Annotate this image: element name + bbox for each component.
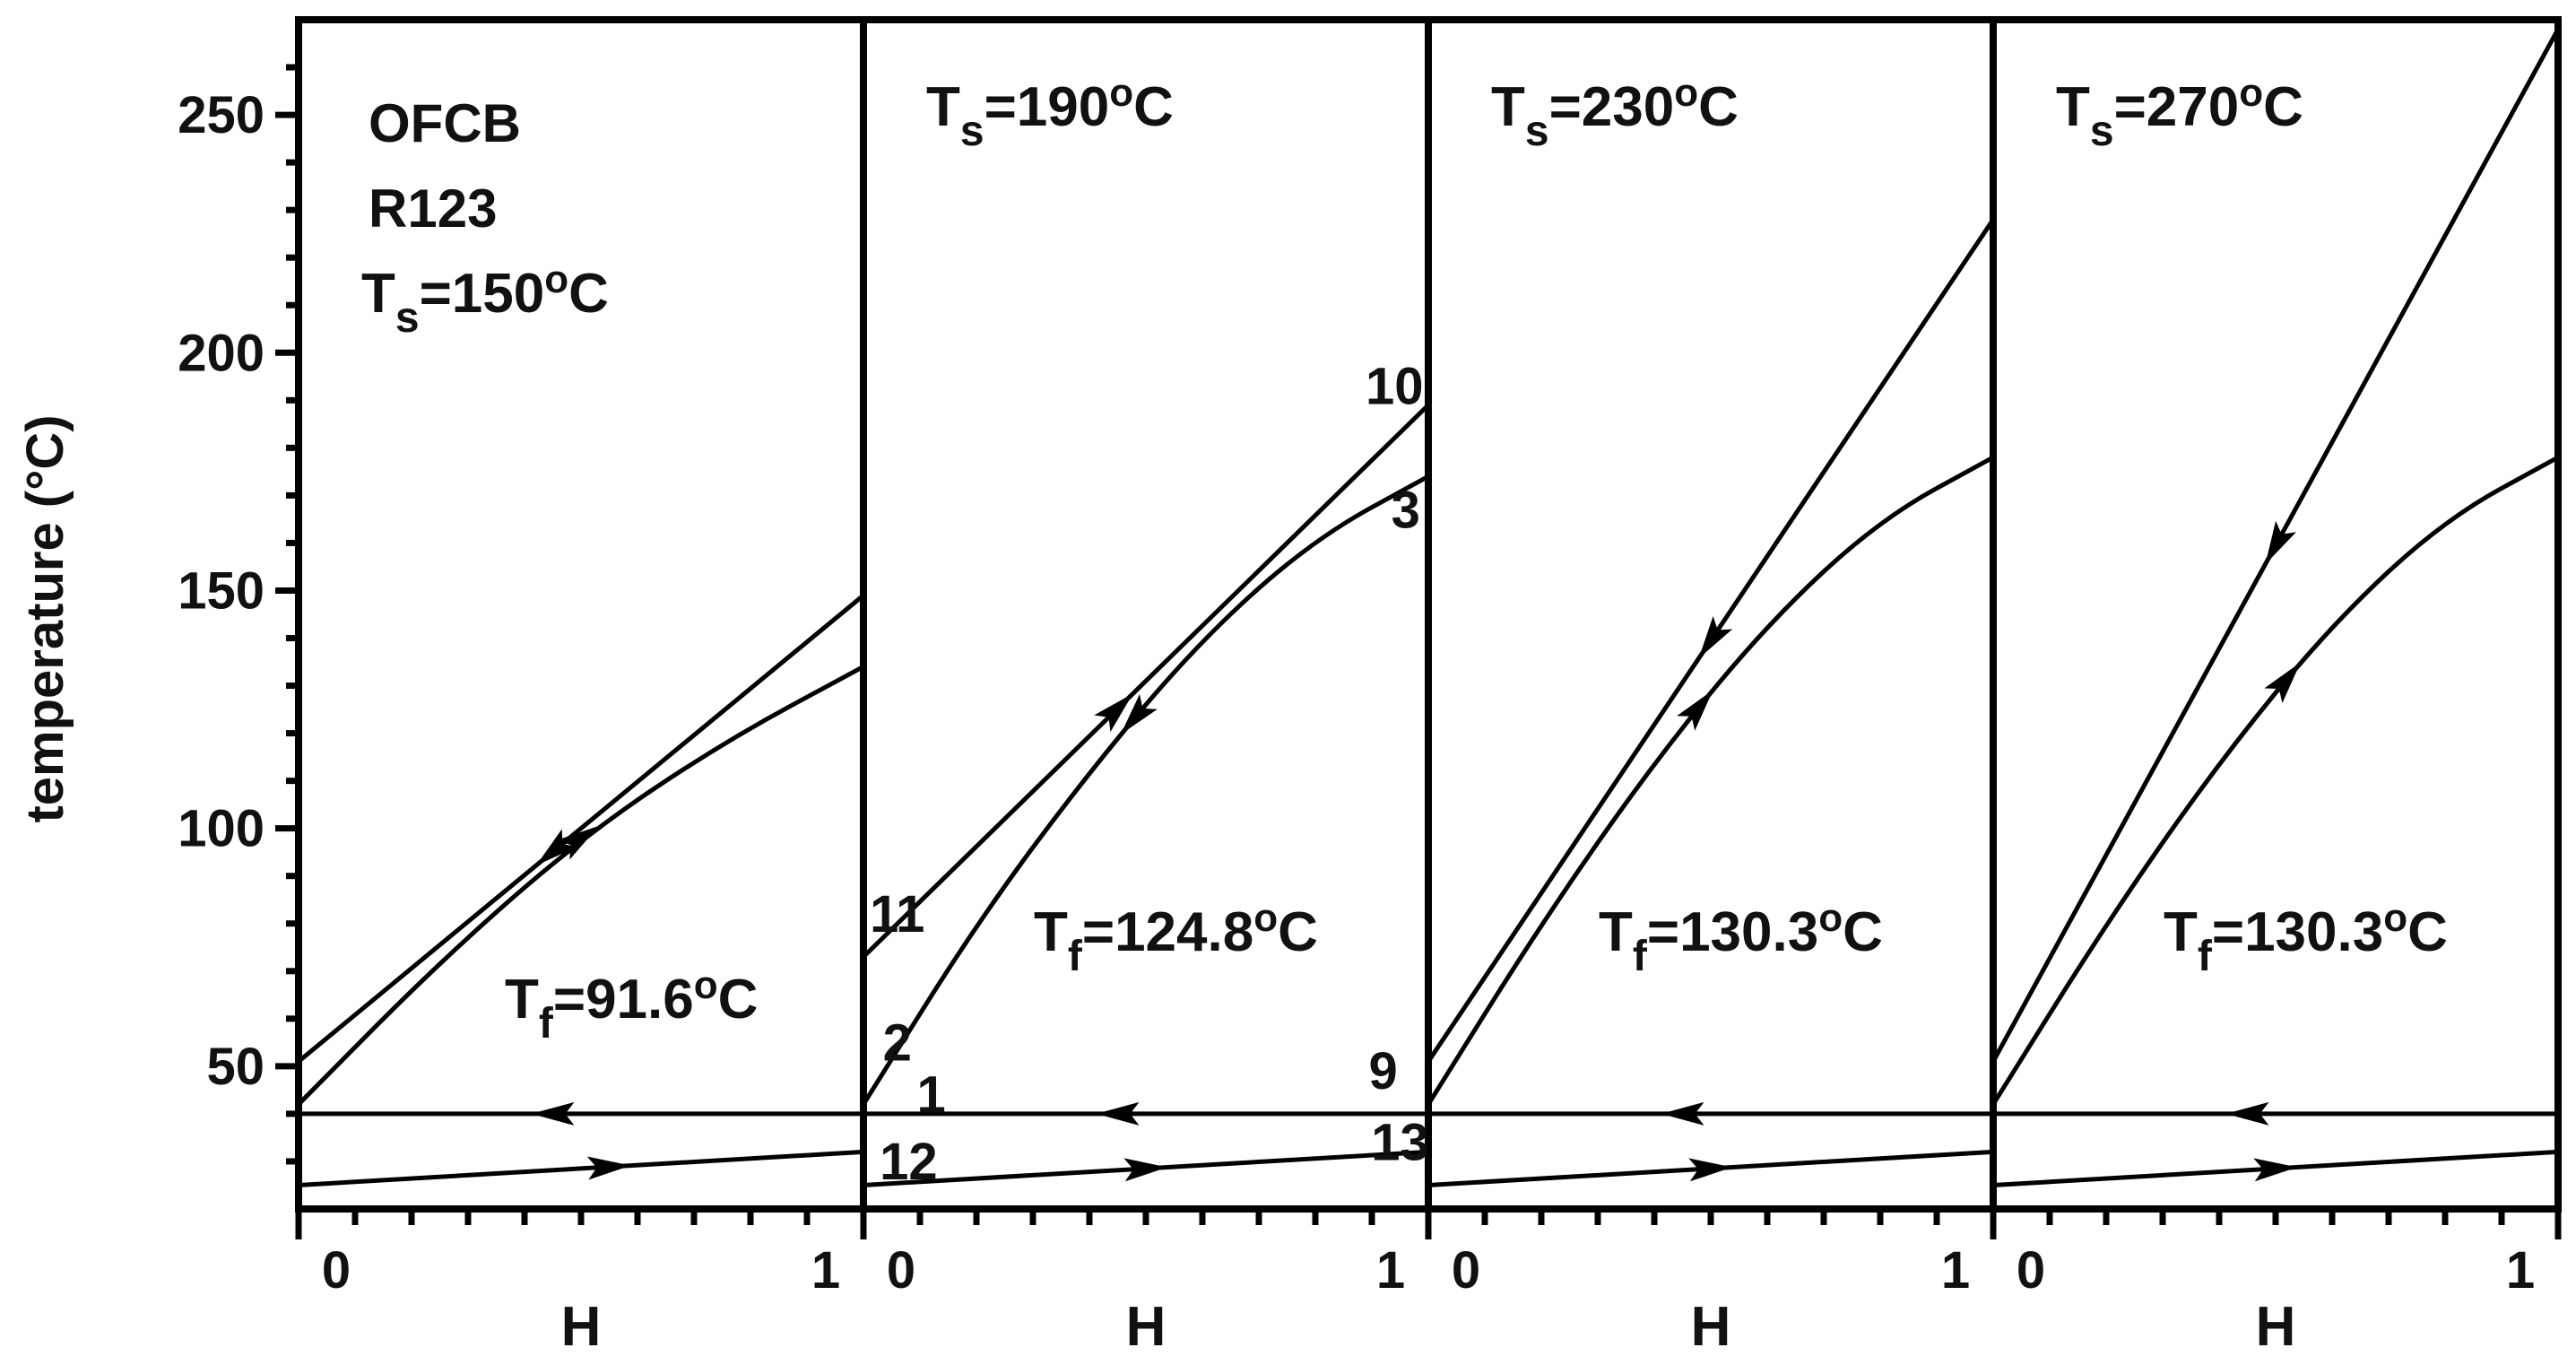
arrow-head-shape (556, 825, 599, 860)
x-tick-label: 0 (2017, 1241, 2045, 1300)
point-label: 11 (870, 885, 924, 943)
y-tick-label: 150 (178, 561, 265, 620)
point-label: 2 (883, 1013, 912, 1072)
arrow-head-shape (2225, 1101, 2269, 1126)
tf-label: Tf=91.6oC (505, 963, 758, 1048)
point-label: 13 (1371, 1114, 1429, 1172)
point-label: 10 (1366, 357, 1424, 415)
x-tick-label: 0 (322, 1241, 351, 1300)
arrow-head-shape (1120, 693, 1158, 735)
series-layer (297, 28, 2561, 1187)
arrow-head-shape (535, 829, 577, 865)
arrow-head-shape (1123, 1158, 1167, 1182)
arrow-head (2253, 1158, 2297, 1182)
arrow-head-shape (1094, 693, 1133, 733)
y-tick-label: 50 (206, 1038, 265, 1096)
arrow-head-shape (2264, 662, 2301, 703)
point-label: 3 (1392, 481, 1420, 539)
series-line (1426, 455, 1995, 1106)
tf-label: Tf=130.3oC (1599, 896, 1883, 980)
arrow-head (1661, 1101, 1704, 1126)
ts-label: Ts=230oC (1491, 71, 1739, 155)
x-tick-label: 1 (1376, 1241, 1405, 1300)
point-label: 9 (1368, 1042, 1397, 1100)
arrow-head (1123, 1158, 1167, 1182)
arrow-head-shape (1688, 1158, 1732, 1182)
ts-label: Ts=190oC (926, 71, 1174, 155)
arrow-head (535, 829, 577, 865)
y-tick-label: 250 (178, 86, 265, 144)
arrow-head (1688, 1158, 1732, 1182)
arrow-head (2225, 1101, 2269, 1126)
arrow-head (2265, 520, 2296, 565)
y-tick-label: 100 (178, 800, 265, 858)
panel-title-line: OFCB (369, 93, 521, 153)
panel-title-line: R123 (369, 178, 497, 239)
arrow-head (1677, 690, 1713, 731)
arrow-head-shape (586, 1156, 631, 1180)
ts-label: Ts=150oC (361, 257, 609, 342)
panel-frame-3 (1425, 16, 1997, 1213)
tf-label: Tf=130.3oC (2164, 896, 2448, 980)
series-line (862, 403, 1430, 959)
arrow-head (1096, 1101, 1140, 1126)
x-axis-label: H (2256, 1296, 2296, 1358)
arrow-head-shape (2253, 1158, 2297, 1182)
arrow-head (1094, 693, 1133, 733)
series-line (297, 593, 865, 1064)
panel-frame-4 (1990, 16, 2562, 1213)
ts-label: Ts=270oC (2056, 71, 2303, 155)
arrow-head-shape (1698, 615, 1733, 659)
x-tick-label: 1 (2506, 1241, 2535, 1300)
panel-frame-2 (860, 16, 1432, 1213)
series-line (297, 665, 865, 1107)
arrow-head-shape (531, 1101, 575, 1126)
x-axis-label: H (1691, 1296, 1731, 1358)
series-line (861, 474, 1430, 1106)
point-label: 12 (880, 1133, 938, 1191)
tf-label: Tf=124.8oC (1034, 896, 1318, 980)
y-axis-label: temperature (°C) (16, 414, 74, 822)
arrow-head (1698, 615, 1733, 659)
arrow-head (556, 825, 599, 860)
arrow-head (531, 1101, 575, 1126)
x-tick-label: 1 (811, 1241, 840, 1300)
y-tick-label: 200 (178, 324, 265, 382)
frames-layer (275, 16, 2562, 1239)
series-line (298, 1149, 864, 1187)
arrow-head (2264, 662, 2301, 703)
x-tick-label: 0 (887, 1241, 915, 1300)
arrow-head (586, 1156, 631, 1180)
x-tick-label: 0 (1452, 1241, 1480, 1300)
x-tick-label: 1 (1941, 1241, 1970, 1300)
x-axis-label: H (1126, 1296, 1167, 1358)
arrow-head-shape (1096, 1101, 1140, 1126)
x-axis-label: H (561, 1296, 602, 1358)
arrow-head-shape (1661, 1101, 1704, 1126)
arrow-head-shape (1677, 690, 1713, 731)
series-line (1991, 455, 2560, 1106)
point-label: 1 (916, 1066, 945, 1125)
arrow-head (1120, 693, 1158, 735)
arrow-head-shape (2265, 520, 2296, 565)
